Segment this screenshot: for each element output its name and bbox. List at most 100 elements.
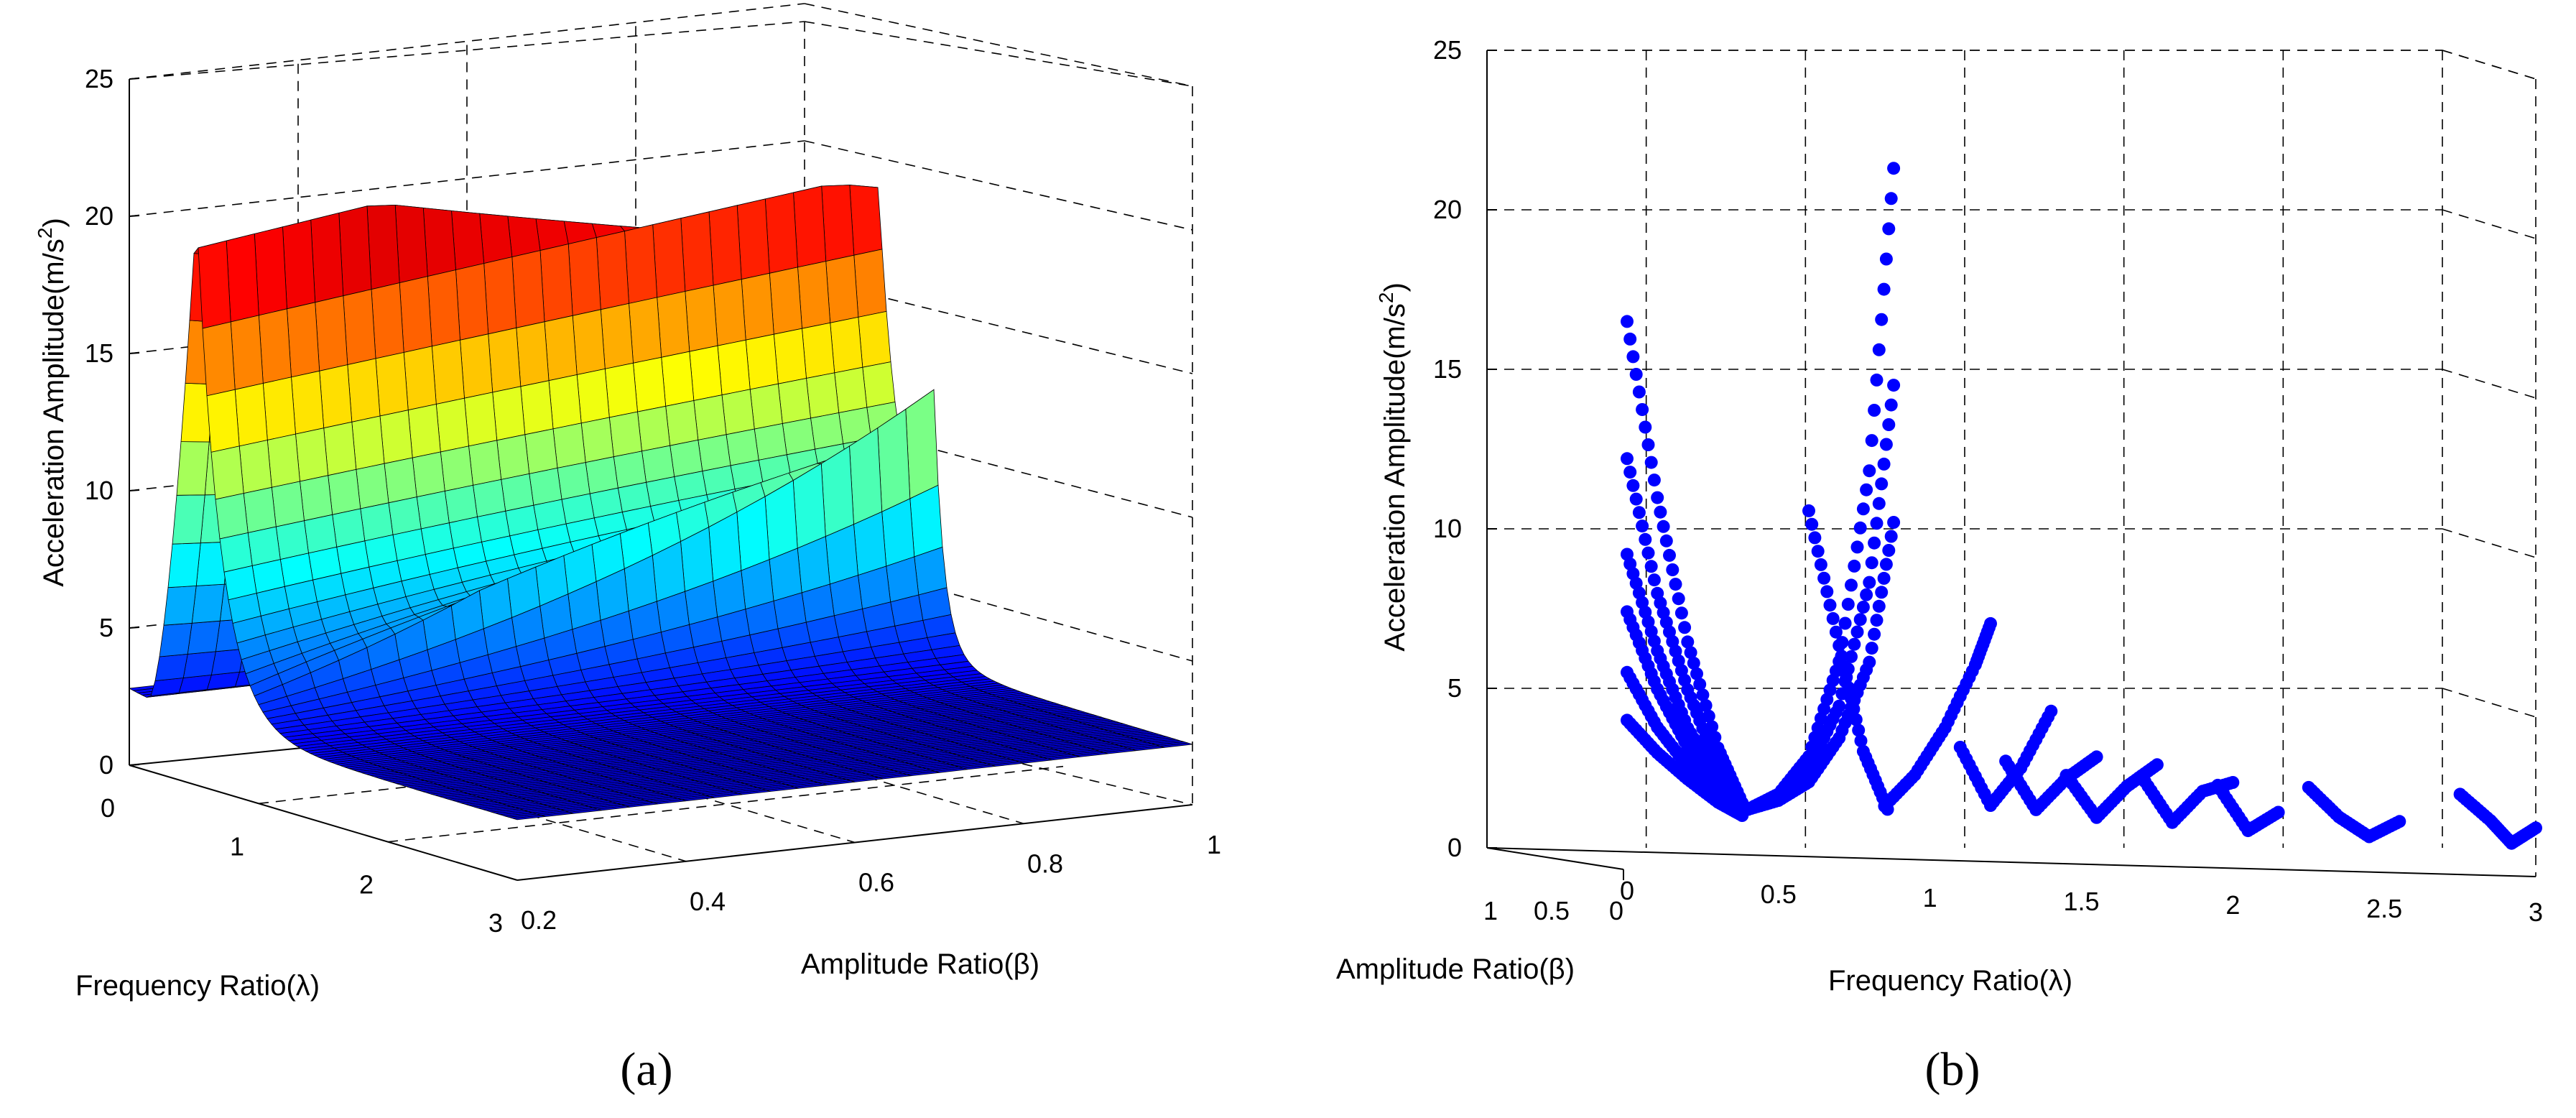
panel-b-point	[2271, 805, 2285, 819]
panel-b-point	[1621, 452, 1634, 466]
panel-b-point	[1868, 404, 1881, 417]
panel-a-surface-patch	[483, 257, 517, 335]
panel-a-surface-patch	[548, 374, 582, 430]
panel-a-surface-patch	[665, 400, 699, 446]
panel-a-surface-patch	[407, 404, 441, 458]
panel-b-point	[1887, 516, 1901, 529]
panel-b-point	[1647, 573, 1661, 587]
panel-a-surface-patch	[315, 295, 348, 371]
panel-a-surface-patch	[567, 237, 601, 316]
panel-b-point	[1879, 558, 1893, 571]
panel-b-point	[1849, 713, 1863, 726]
panel-a-surface-patch	[219, 532, 253, 573]
panel-a-x-axis-label: Frequency Ratio(λ)	[75, 970, 320, 1002]
panel-b-point	[1833, 699, 1846, 713]
panel-b-point	[1699, 698, 1713, 712]
panel-b-x-axis-label: Frequency Ratio(λ)	[1828, 965, 2072, 997]
panel-a-surface-patch	[557, 462, 590, 500]
panel-b-point	[1845, 650, 1858, 663]
panel-b-x-tick-label: 1	[1923, 883, 1937, 913]
panel-a-surface-patch	[754, 423, 787, 461]
panel-a-x-tick-label: 3	[488, 908, 503, 938]
panel-a-surface-patch	[375, 352, 409, 417]
panel-b-x-tick-label: 2.5	[2366, 894, 2402, 923]
panel-a-surface-patch	[862, 361, 896, 408]
panel-a-surface-patch	[613, 451, 647, 489]
panel-a-y-tick-label: 0.2	[521, 905, 557, 935]
panel-a-surface-patch	[379, 410, 413, 464]
panel-a-surface-patch	[254, 226, 287, 316]
panel-a-surface-patch	[247, 526, 281, 566]
panel-b-point	[1884, 530, 1898, 543]
panel-a-surface-patch	[215, 493, 249, 540]
panel-a-surface-patch	[351, 415, 385, 470]
panel-a-surface-patch	[444, 484, 478, 524]
panel-a-surface-patch	[713, 279, 746, 346]
panel-a-surface	[128, 185, 1193, 821]
panel-b-point	[1877, 571, 1891, 585]
panel-a-surface-patch	[384, 457, 417, 504]
panel-a-surface-patch	[512, 815, 546, 821]
panel-b-box	[1486, 50, 2536, 880]
panel-b-point	[1623, 557, 1637, 570]
panel-a-z-tick-mark	[129, 764, 140, 766]
panel-b-point	[2044, 704, 2058, 718]
panel-a-z-tick-label: 10	[85, 476, 113, 505]
panel-a-y-tick-label: 0.8	[1027, 849, 1063, 878]
panel-a-surface-patch	[310, 212, 344, 303]
panel-b-point	[1641, 438, 1655, 451]
panel-a-surface-patch	[451, 210, 485, 271]
panel-a-surface-patch	[435, 397, 469, 453]
panel-b-point	[1623, 466, 1637, 479]
panel-b-y-tick-label: 0	[1609, 896, 1623, 925]
panel-b-point	[1860, 483, 1873, 496]
panel-b-point	[1887, 379, 1901, 392]
panel-b-point	[1654, 505, 1667, 519]
panel-a-surface-patch	[262, 376, 296, 440]
panel-b-points	[1621, 162, 2542, 850]
panel-b-y-ticks: 1 0.5 0	[1483, 896, 1623, 925]
panel-b-point	[1887, 162, 1901, 175]
panel-b-point	[1696, 688, 1710, 702]
panel-b-point	[1678, 621, 1692, 634]
panel-a-surface-patch	[226, 233, 259, 323]
panel-a-z-tick-label: 0	[99, 750, 113, 780]
panel-a-surface-patch	[806, 372, 840, 419]
panel-b-point	[1856, 601, 1870, 614]
panel-b-point	[1817, 571, 1831, 585]
panel-a-surface-patch	[234, 383, 268, 447]
panel-a-surface-patch	[282, 219, 316, 310]
panel-a-surface-patch	[176, 441, 210, 496]
panel-a-surface-patch	[416, 491, 450, 530]
panel-a-surface-patch	[394, 204, 428, 284]
panel-a-surface-patch	[741, 272, 774, 341]
panel-a-surface-patch	[717, 339, 751, 396]
panel-a-surface-patch	[802, 322, 835, 379]
panel-b-point	[1639, 532, 1652, 546]
panel-a-surface-patch	[657, 291, 690, 358]
panel-a-surface-patch	[680, 211, 714, 292]
panel-b-point	[1814, 558, 1827, 571]
panel-b-point	[1870, 373, 1884, 387]
panel-a-surface-patch	[271, 481, 305, 527]
panel-a-surface-patch	[291, 370, 325, 435]
panel-a-x-gridline	[387, 765, 1064, 843]
panel-b-z-tick-label: 0	[1447, 833, 1462, 862]
panel-a-surface-patch	[295, 428, 329, 482]
panel-a-y-axis-label: Amplitude Ratio(β)	[801, 948, 1039, 980]
panel-b-point	[1802, 504, 1815, 517]
panel-a-surface-patch	[576, 368, 610, 424]
panel-b-point	[1672, 592, 1685, 606]
panel-b-x-tick-label: 2	[2225, 890, 2240, 920]
panel-b-point	[2150, 758, 2164, 772]
panel-b-point	[1644, 560, 1658, 573]
panel-a-y-tick-label: 0.4	[690, 887, 726, 916]
panel-a-surface-patch	[834, 366, 868, 413]
panel-b-point	[1884, 192, 1898, 205]
panel-b-point	[1833, 639, 1846, 652]
panel-b-point	[2393, 815, 2406, 828]
panel-b-point	[1877, 282, 1891, 296]
panel-a-surface-patch	[328, 468, 361, 515]
panel-a-surface-patch	[608, 411, 642, 458]
